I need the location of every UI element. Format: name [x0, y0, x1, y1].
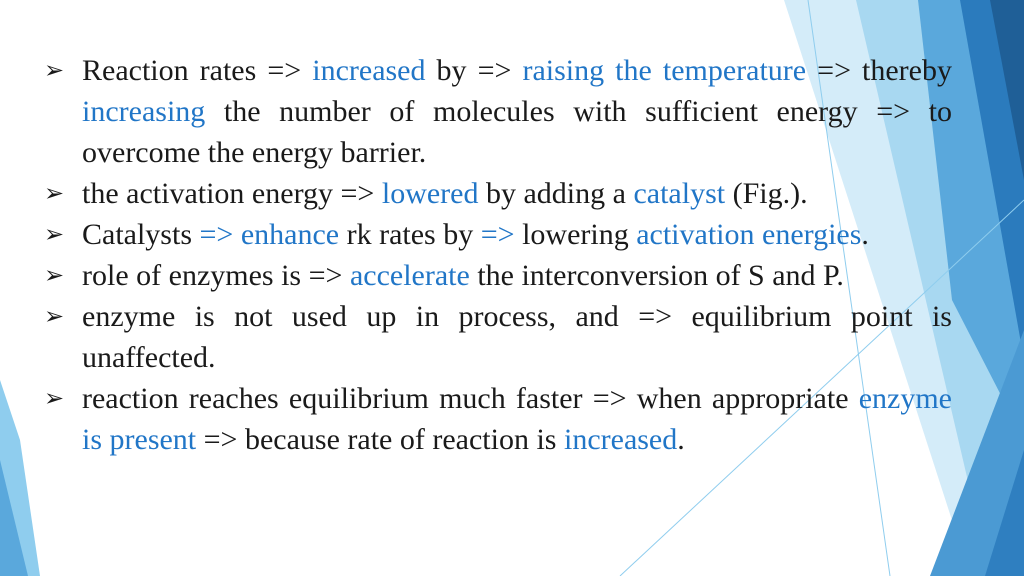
bullet-2-text-b: by adding a — [478, 177, 634, 210]
bullet-text-6: reaction reaches equilibrium much faster… — [82, 378, 952, 460]
right-darkest-shape — [990, 0, 1024, 180]
bullet-6-text-a: reaction reaches equilibrium much faster… — [82, 382, 859, 415]
arrowhead-bullet-icon: ➢ — [44, 302, 65, 330]
bullet-1-highlight-a: increased — [312, 54, 426, 87]
bullet-6-text-c: . — [677, 423, 685, 456]
bullet-2-text-c: (Fig.). — [725, 177, 808, 210]
right-bottom-light-shape — [985, 450, 1024, 576]
bullet-item-5: ➢ enzyme is not used up in process, and … — [44, 296, 952, 378]
bullet-3-highlight-b: => — [480, 218, 515, 251]
arrowhead-bullet-icon: ➢ — [44, 384, 65, 412]
bullet-6-highlight-a: enzyme is present — [82, 382, 952, 456]
bullet-3-highlight-c: activation energies — [636, 218, 862, 251]
bullet-text-5: enzyme is not used up in process, and =>… — [82, 296, 952, 378]
bullet-2-highlight-a: lowered — [381, 177, 479, 210]
bullet-3-text-c: lowering — [514, 218, 637, 251]
bullet-text-3: Catalysts => enhance rk rates by => lowe… — [82, 214, 952, 255]
bullet-list: ➢ Reaction rates => increased by => rais… — [44, 50, 952, 460]
bullet-item-4: ➢ role of enzymes is => accelerate the i… — [44, 255, 952, 296]
right-bottom-shape — [930, 330, 1024, 576]
bullet-text-1: Reaction rates => increased by => raisin… — [82, 50, 952, 173]
bullet-5-text-a: enzyme is not used up in process, and =>… — [82, 300, 952, 374]
left-decoration — [0, 380, 40, 576]
bullet-1-text-b: by => — [425, 54, 523, 87]
bullet-item-2: ➢ the activation energy => lowered by ad… — [44, 173, 952, 214]
right-decoration — [619, 0, 1024, 576]
left-mid-shape — [0, 460, 28, 576]
bullet-6-text-b: => because rate of reaction is — [196, 423, 564, 456]
decor-line-1 — [807, 0, 891, 576]
bullet-item-3: ➢ Catalysts => enhance rk rates by => lo… — [44, 214, 952, 255]
bullet-2-text-a: the activation energy => — [82, 177, 382, 210]
arrowhead-bullet-icon: ➢ — [44, 261, 65, 289]
bullet-1-highlight-b: raising the temperature — [522, 54, 807, 87]
bullet-2-highlight-b: catalyst — [633, 177, 726, 210]
bullet-3-text-d: . — [861, 218, 869, 251]
arrowhead-bullet-icon: ➢ — [44, 56, 65, 84]
bullet-3-text-b: rk rates by — [339, 218, 481, 251]
bullet-4-text-b: the interconversion of S and P. — [469, 259, 844, 292]
bullet-text-4: role of enzymes is => accelerate the int… — [82, 255, 952, 296]
bullet-4-text-a: role of enzymes is => — [82, 259, 350, 292]
bullet-3-highlight-a: => enhance — [199, 218, 340, 251]
bullet-1-highlight-c: increasing — [82, 95, 206, 128]
decor-line-2 — [619, 199, 1024, 576]
bullet-item-1: ➢ Reaction rates => increased by => rais… — [44, 50, 952, 173]
bullet-text-2: the activation energy => lowered by addi… — [82, 173, 952, 214]
bullet-item-6: ➢ reaction reaches equilibrium much fast… — [44, 378, 952, 460]
arrowhead-bullet-icon: ➢ — [44, 179, 65, 207]
bullet-1-text-d: the number of molecules with sufficient … — [82, 95, 952, 169]
arrowhead-bullet-icon: ➢ — [44, 220, 65, 248]
bullet-3-text-a: Catalysts — [82, 218, 200, 251]
bullet-1-text-a: Reaction rates => — [82, 54, 313, 87]
bullet-6-highlight-b: increased — [563, 423, 678, 456]
bullet-4-highlight-a: accelerate — [349, 259, 470, 292]
bullet-1-text-c: => thereby — [806, 54, 952, 87]
